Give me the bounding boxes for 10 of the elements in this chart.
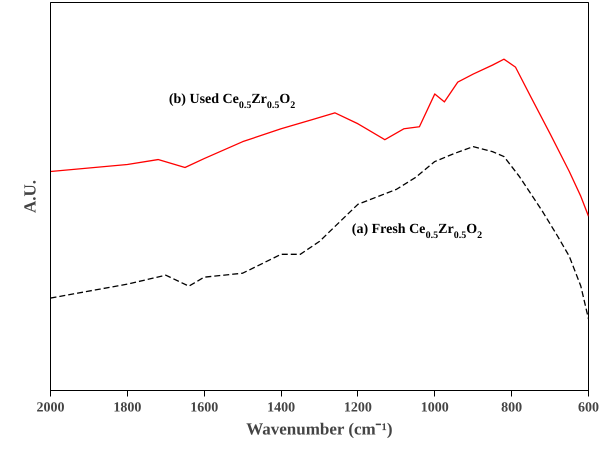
- x-tick-label: 800: [501, 400, 522, 416]
- x-tick-label: 1200: [344, 400, 372, 416]
- x-tick-label: 600: [578, 400, 599, 416]
- x-tick-label: 1800: [113, 400, 142, 416]
- x-tick-label: 1000: [420, 400, 449, 416]
- x-axis-title: Wavenumber (cm⁻¹): [246, 420, 392, 438]
- y-axis-title: A.U.: [20, 180, 40, 214]
- x-tick-label: 1400: [267, 400, 296, 416]
- x-tick-label: 1600: [190, 400, 218, 416]
- x-tick-label: 2000: [36, 400, 64, 416]
